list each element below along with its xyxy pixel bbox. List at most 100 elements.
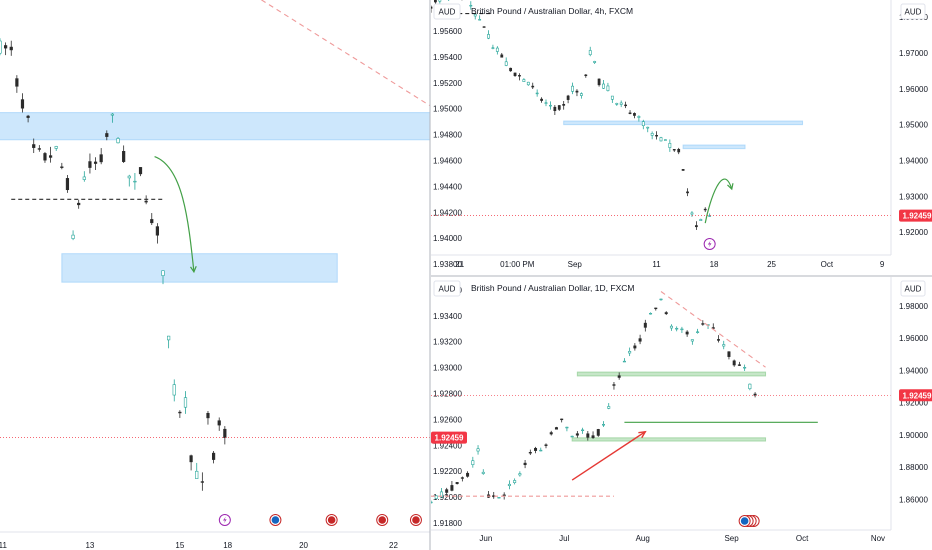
candle <box>43 153 47 161</box>
candle <box>565 426 569 429</box>
last-price-badge <box>899 389 932 402</box>
candle <box>539 449 543 452</box>
time-tick-label: Oct <box>821 260 834 269</box>
price-tick-label: 1.93200 <box>433 338 462 347</box>
price-tick-label: 1.95400 <box>433 53 462 62</box>
time-tick-label: 25 <box>767 260 776 269</box>
candle <box>711 327 715 329</box>
trend-line-4[interactable] <box>660 291 766 368</box>
candle <box>606 85 610 91</box>
zone-1[interactable] <box>61 253 338 283</box>
currency-button-left[interactable] <box>433 280 461 297</box>
price-tick-label: 1.92800 <box>433 389 462 398</box>
price-tick-label: 1.86000 <box>899 495 928 504</box>
time-tick-label: 13 <box>85 541 94 550</box>
candle <box>9 46 13 51</box>
candle <box>526 81 530 86</box>
candle <box>570 435 574 438</box>
arrow-head <box>190 266 197 274</box>
currency-button-left[interactable] <box>433 3 461 20</box>
chart-title: British Pound / Australian Dollar, 1D, F… <box>471 283 634 293</box>
candle <box>622 360 626 363</box>
candle <box>54 146 58 149</box>
zone-3[interactable] <box>682 144 746 150</box>
candle <box>183 397 188 408</box>
plot-area[interactable] <box>430 0 891 230</box>
candle <box>455 482 459 485</box>
candle <box>127 175 131 179</box>
red-arrow[interactable] <box>571 431 646 481</box>
candle <box>65 178 70 191</box>
candle <box>20 99 25 109</box>
lightning-icon <box>707 240 712 248</box>
candle <box>77 202 81 206</box>
price-tick-label: 1.95600 <box>433 27 462 36</box>
candle <box>110 113 115 116</box>
candle <box>518 473 522 476</box>
time-tick-label: 11 <box>652 260 661 269</box>
candle <box>638 338 642 342</box>
candle <box>571 85 574 92</box>
price-tick-label: 1.95000 <box>433 105 462 114</box>
candle <box>60 166 64 168</box>
candle <box>654 307 658 310</box>
candle <box>431 6 433 9</box>
candle <box>701 323 705 325</box>
candle <box>434 0 437 3</box>
candle <box>495 47 499 52</box>
candle <box>116 138 120 144</box>
candle <box>37 148 41 150</box>
candle <box>624 104 628 107</box>
price-tick-label: 1.94000 <box>899 156 928 165</box>
curved-arrow[interactable] <box>154 156 195 272</box>
candle <box>586 433 590 438</box>
plot-area[interactable] <box>430 291 891 504</box>
candle <box>681 169 685 171</box>
candle <box>562 103 566 106</box>
candle <box>727 351 731 357</box>
price-tick-label: 1.98000 <box>899 302 928 311</box>
chart-pane-4h[interactable]: 1.980001.970001.960001.950001.940001.930… <box>430 0 932 269</box>
zone-0[interactable] <box>0 112 450 141</box>
chart-pane-1d[interactable]: 1.98000 1.96000 1.94000 1.92000 1.90000 1.880… <box>430 277 932 543</box>
candle <box>450 485 454 491</box>
price-tick-label: 1.92400 <box>433 441 462 450</box>
zone-0[interactable] <box>576 371 767 377</box>
price-tick-label: 1.94800 <box>433 131 462 140</box>
candle <box>655 135 658 137</box>
candle <box>722 344 726 347</box>
zone-2[interactable] <box>563 120 804 126</box>
chart-pane-1h[interactable]: 1.95600 1.95400 1.95200 1.95000 1.94800 1.946… <box>0 0 467 550</box>
candle <box>491 47 495 49</box>
candle <box>122 151 126 162</box>
currency-label-left: AUD <box>439 8 456 17</box>
currency-button[interactable] <box>900 3 926 20</box>
flag-icon <box>378 516 387 524</box>
time-tick-label: 9 <box>880 260 885 269</box>
candle <box>696 331 700 333</box>
candle <box>531 85 535 88</box>
time-tick-label: Sep <box>568 260 583 269</box>
price-tick-label: 1.93000 <box>433 364 462 373</box>
flag-icon <box>740 517 749 525</box>
candle <box>544 444 548 446</box>
candle <box>522 79 526 82</box>
candle <box>471 460 475 465</box>
plot-area[interactable] <box>0 0 450 491</box>
candle <box>504 61 508 66</box>
candle <box>641 121 645 126</box>
candle <box>633 113 636 116</box>
price-tick-label: 1.93000 <box>899 192 928 201</box>
candle <box>497 497 501 499</box>
price-tick-label: 1.92000 <box>433 493 462 502</box>
candle <box>619 102 623 105</box>
candle <box>575 90 579 93</box>
candle <box>161 270 165 276</box>
candle <box>138 167 143 175</box>
curved-arrow[interactable] <box>704 178 733 224</box>
candle <box>535 92 539 95</box>
candle <box>167 335 171 341</box>
zone-1[interactable] <box>571 437 767 442</box>
currency-button[interactable] <box>900 280 926 297</box>
price-tick-label: 1.88000 <box>899 463 928 472</box>
